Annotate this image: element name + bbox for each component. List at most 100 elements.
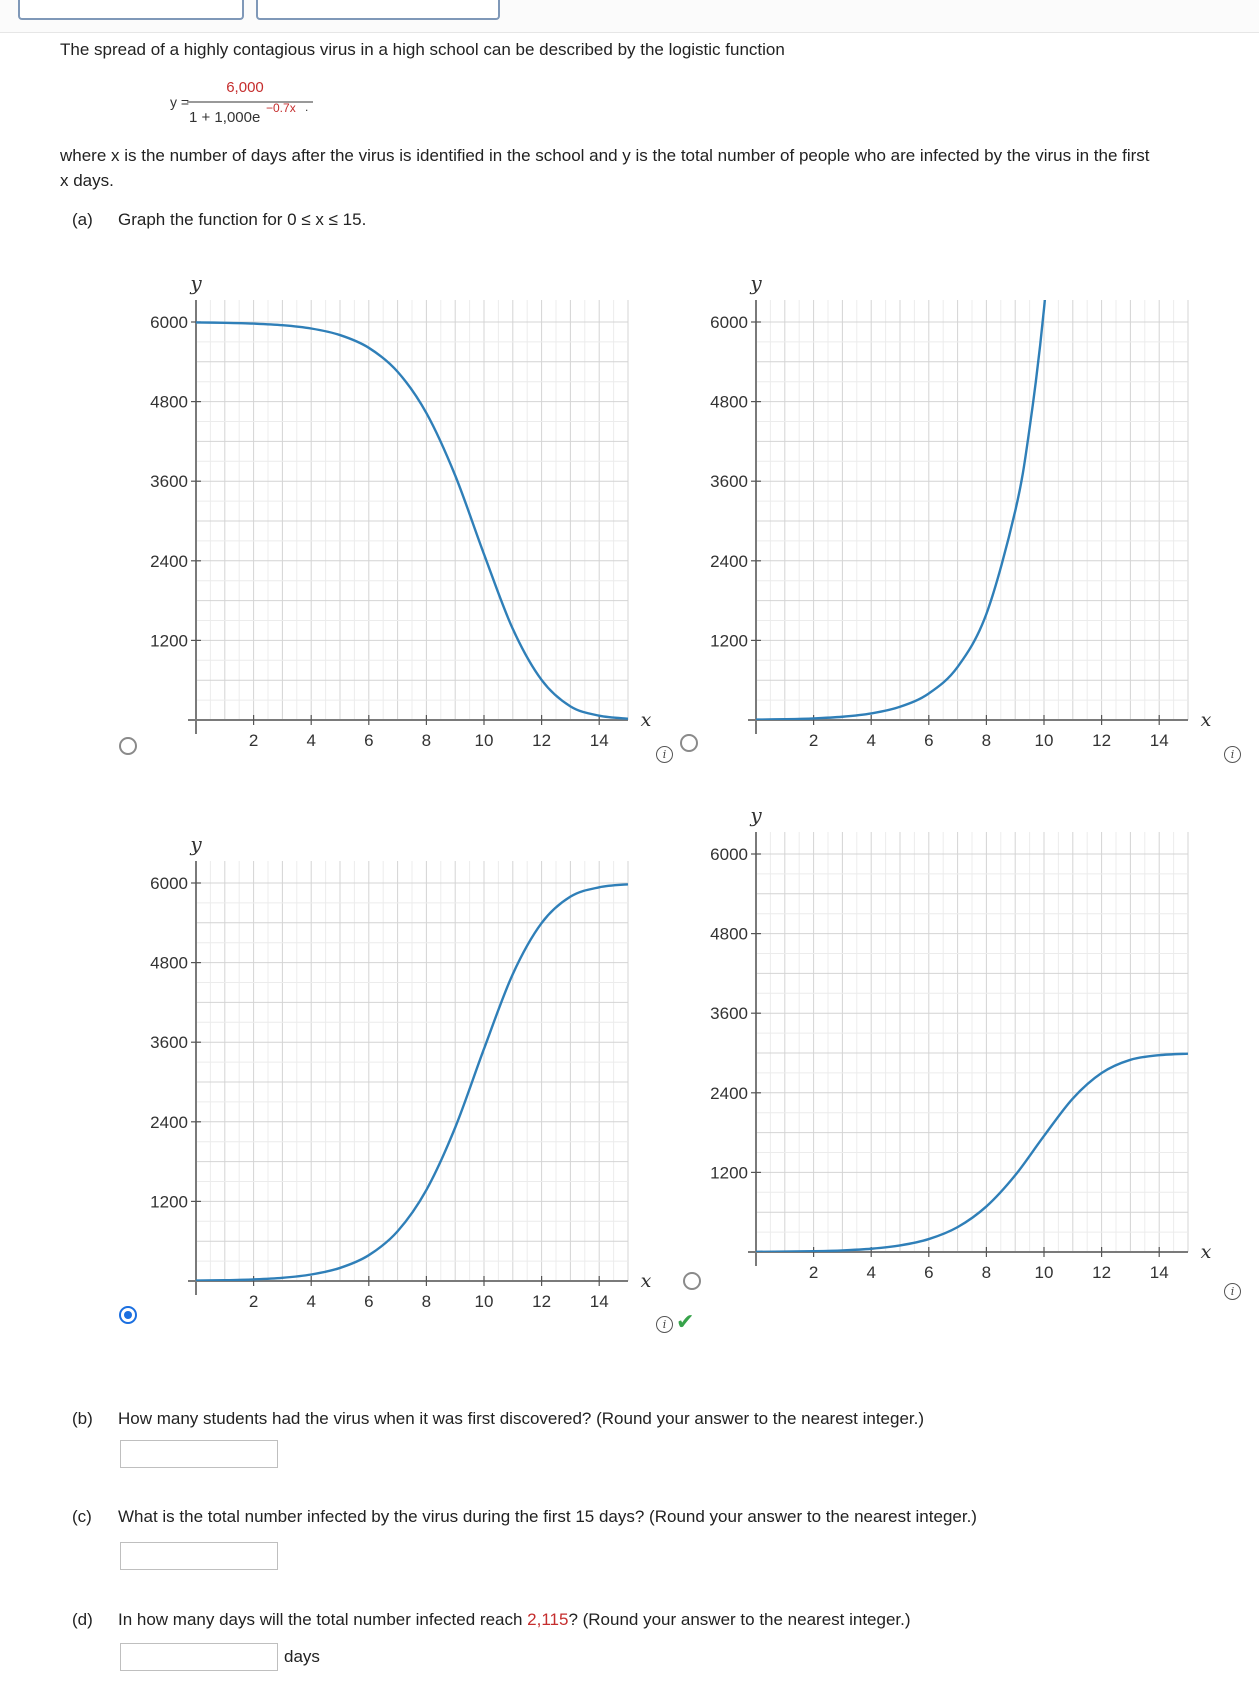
graph-option-4-info-icon[interactable]: i: [1224, 1283, 1241, 1300]
top-toolbar-strip: [0, 0, 1259, 33]
graph-option-1-info-icon[interactable]: i: [656, 746, 673, 763]
x-tick-label: 14: [590, 1292, 609, 1311]
x-tick-label: 8: [422, 1292, 431, 1311]
y-tick-label: 1200: [710, 631, 748, 650]
graph-option-1-svg: 2 4 6 8 10 12 14 1200 2400 3600 4800 6000 x y: [150, 271, 652, 750]
y-tick-label: 3600: [150, 1033, 188, 1052]
x-tick-label: 10: [1035, 731, 1054, 750]
y-tick-label: 2400: [150, 1113, 188, 1132]
graph-option-3-svg: 2 4 6 8 10 12 14 1200 2400 3600 4800 6000 x y: [150, 832, 652, 1311]
x-tick-label: 6: [924, 731, 933, 750]
y-tick-label: 1200: [150, 1192, 188, 1211]
intro-definition-cont: x days.: [60, 171, 114, 190]
logistic-formula: y = 6,000 1 + 1,000e −0.7x .: [170, 80, 313, 126]
graph-option-2-info-icon[interactable]: i: [1224, 746, 1241, 763]
x-tick-label: 6: [364, 731, 373, 750]
formula-numerator: 6,000: [226, 80, 264, 96]
part-a-question: Graph the function for 0 ≤ x ≤ 15.: [118, 210, 367, 229]
x-tick-label: 6: [364, 1292, 373, 1311]
x-tick-label: 2: [249, 1292, 258, 1311]
part-d-question: In how many days will the total number i…: [118, 1606, 911, 1633]
x-tick-label: 8: [982, 1263, 991, 1282]
formula-lhs: y =: [170, 94, 189, 110]
y-tick-label: 1200: [710, 1163, 748, 1182]
function-curve: [756, 1052, 1188, 1252]
function-curve: [196, 321, 628, 720]
graph-option-2-radio[interactable]: [680, 734, 698, 752]
part-a-label: (a): [72, 210, 93, 229]
y-tick-label: 4800: [150, 954, 188, 973]
y-tick-label: 4800: [150, 393, 188, 412]
y-tick-label: 3600: [710, 472, 748, 491]
graph-option-1-radio[interactable]: [119, 737, 137, 755]
graph-option-3: 2 4 6 8 10 12 14 1200 2400 3600 4800 6000 x y: [120, 823, 680, 1383]
part-d-label: (d): [72, 1610, 93, 1629]
y-tick-label: 2400: [710, 1084, 748, 1103]
x-tick-label: 14: [1150, 731, 1169, 750]
toolbar-tab-2[interactable]: [256, 0, 500, 20]
x-tick-label: 10: [1035, 1263, 1054, 1282]
x-axis-label: x: [1201, 1241, 1212, 1263]
y-tick-label: 4800: [710, 925, 748, 944]
x-tick-label: 14: [590, 731, 609, 750]
graph-option-4: 2 4 6 8 10 12 14 1200 2400 3600 4800 6000 x y: [680, 794, 1240, 1354]
y-tick-label: 3600: [150, 472, 188, 491]
x-tick-label: 4: [866, 731, 875, 750]
x-tick-label: 6: [924, 1263, 933, 1282]
graph-option-3-info-icon[interactable]: i: [656, 1316, 673, 1333]
correct-check-icon: ✔: [676, 1309, 695, 1334]
y-tick-label: 2400: [150, 552, 188, 571]
part-c-label: (c): [72, 1507, 92, 1526]
x-tick-label: 12: [532, 1292, 551, 1311]
y-tick-label: 4800: [710, 393, 748, 412]
x-tick-label: 2: [249, 731, 258, 750]
part-d-unit: days: [284, 1647, 320, 1666]
part-d-text-before: In how many days will the total number i…: [118, 1610, 528, 1629]
formula-exponent: −0.7x: [266, 101, 296, 115]
part-d-target-value: 2,115: [527, 1610, 569, 1629]
graph-option-1: 2 4 6 8 10 12 14 1200 2400 3600 4800 6000 x y: [120, 262, 680, 822]
x-axis-label: x: [1201, 709, 1212, 731]
y-axis-label: y: [189, 832, 202, 856]
function-curve: [756, 300, 1047, 720]
x-tick-label: 8: [422, 731, 431, 750]
y-tick-label: 2400: [710, 552, 748, 571]
formula-period: .: [305, 100, 308, 114]
x-tick-label: 8: [982, 731, 991, 750]
graph-option-2-svg: 2 4 6 8 10 12 14 1200 2400 3600 4800 6000 x y: [710, 271, 1212, 750]
part-d-answer-input[interactable]: [120, 1643, 278, 1671]
part-b-answer-input[interactable]: [120, 1440, 278, 1468]
x-tick-label: 4: [306, 1292, 315, 1311]
part-b-label: (b): [72, 1409, 93, 1428]
x-tick-label: 12: [1092, 731, 1111, 750]
x-tick-label: 4: [306, 731, 315, 750]
graph-option-4-svg: 2 4 6 8 10 12 14 1200 2400 3600 4800 6000 x y: [710, 803, 1212, 1282]
graph-option-4-radio[interactable]: [683, 1272, 701, 1290]
formula-denominator-base: 1 + 1,000e: [189, 109, 260, 126]
x-tick-label: 2: [809, 1263, 818, 1282]
y-tick-label: 6000: [710, 845, 748, 864]
x-tick-label: 12: [1092, 1263, 1111, 1282]
x-axis-label: x: [641, 709, 652, 731]
y-tick-label: 6000: [150, 874, 188, 893]
part-d-text-after: ? (Round your answer to the nearest inte…: [568, 1610, 911, 1629]
x-tick-label: 12: [532, 731, 551, 750]
x-tick-label: 14: [1150, 1263, 1169, 1282]
x-tick-label: 10: [475, 731, 494, 750]
graph-option-3-radio[interactable]: [119, 1306, 137, 1324]
y-tick-label: 3600: [710, 1004, 748, 1023]
y-axis-label: y: [189, 271, 202, 295]
toolbar-tab-1[interactable]: [18, 0, 244, 20]
y-tick-label: 1200: [150, 631, 188, 650]
y-tick-label: 6000: [150, 313, 188, 332]
x-tick-label: 10: [475, 1292, 494, 1311]
part-c-answer-input[interactable]: [120, 1542, 278, 1570]
x-axis-label: x: [641, 1270, 652, 1292]
part-b-question: How many students had the virus when it …: [118, 1409, 925, 1428]
function-curve: [196, 883, 628, 1281]
y-tick-label: 6000: [710, 313, 748, 332]
intro-text: The spread of a highly contagious virus …: [60, 40, 785, 59]
part-c-question: What is the total number infected by the…: [118, 1507, 977, 1526]
graph-option-2: 2 4 6 8 10 12 14 1200 2400 3600 4800 6000 x y: [680, 262, 1240, 822]
intro-definition: where x is the number of days after the …: [60, 146, 1150, 165]
